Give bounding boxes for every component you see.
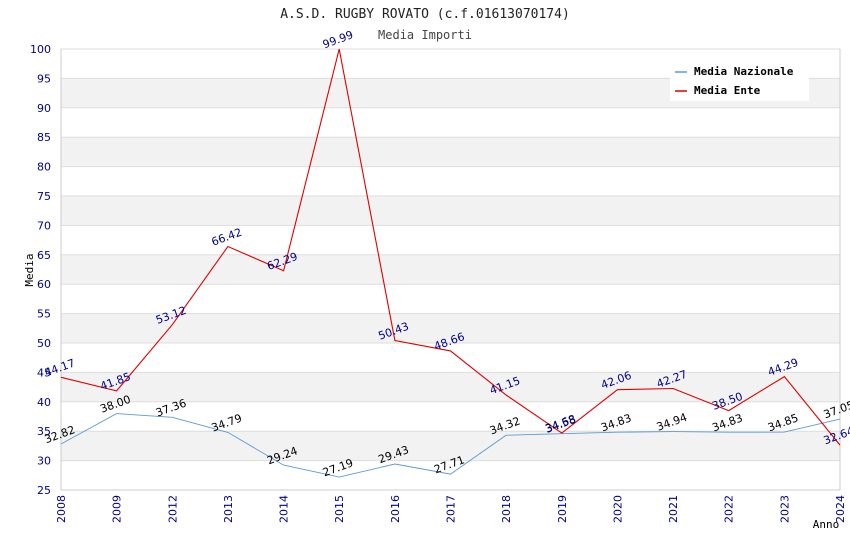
x-tick-labels: 2008 2009 2012 2013 2014 2015 2016 2017 2018 2019…	[55, 495, 847, 523]
grid-band	[61, 166, 840, 196]
y-tick-label: 45	[37, 366, 51, 379]
x-tick-label: 2024	[834, 495, 847, 523]
x-tick-label: 2018	[500, 495, 513, 523]
grid-band	[61, 372, 840, 402]
y-tick-label: 80	[37, 161, 51, 174]
y-tick-label: 55	[37, 308, 51, 321]
x-tick-label: 2022	[723, 495, 736, 523]
legend-box	[670, 60, 809, 101]
x-tick-label: 2012	[166, 495, 179, 523]
grid-band	[61, 225, 840, 255]
x-tick-label: 2014	[278, 495, 291, 523]
grid-band	[61, 107, 840, 138]
data-label: 99.99	[321, 28, 355, 51]
chart-title: A.S.D. RUGBY ROVATO (c.f.01613070174)	[280, 7, 570, 22]
x-tick-label: 2016	[389, 495, 402, 523]
grid-band	[61, 313, 840, 343]
y-tick-label: 50	[37, 337, 51, 350]
y-tick-label: 65	[37, 249, 51, 262]
y-tick-label: 75	[37, 190, 51, 203]
x-axis-label: Anno	[813, 518, 840, 531]
legend-label-ente: Media Ente	[694, 84, 761, 97]
grid-band	[61, 401, 840, 432]
chart-subtitle: Media Importi	[378, 28, 472, 42]
grid-band	[61, 460, 840, 490]
y-tick-label: 40	[37, 396, 51, 409]
y-tick-labels: 25 30 35 40 45 50 55 60 65 70 75 80 85 90 95 100	[30, 43, 51, 497]
plot-area	[61, 49, 840, 490]
y-tick-label: 60	[37, 278, 51, 291]
grid-band	[61, 343, 840, 373]
grid-band	[61, 137, 840, 167]
legend: Media Nazionale Media Ente	[670, 60, 809, 101]
y-tick-label: 95	[37, 72, 51, 85]
x-tick-label: 2021	[667, 495, 680, 523]
y-tick-label: 90	[37, 102, 51, 115]
y-tick-label: 70	[37, 219, 51, 232]
series-line-media-ente	[60, 48, 841, 446]
x-tick-label: 2015	[333, 495, 346, 523]
grid-band	[61, 431, 840, 461]
grid-band	[61, 196, 840, 226]
x-tick-label: 2020	[611, 495, 624, 523]
y-tick-label: 85	[37, 131, 51, 144]
axes	[60, 49, 841, 491]
y-tick-label: 35	[37, 425, 51, 438]
y-tick-label: 25	[37, 484, 51, 497]
legend-label-nazionale: Media Nazionale	[694, 65, 794, 78]
x-tick-label: 2009	[111, 495, 124, 523]
series-lines	[60, 48, 841, 478]
grid-band	[61, 254, 840, 285]
y-tick-label: 30	[37, 455, 51, 468]
y-axis-label: Media	[23, 253, 36, 286]
y-tick-label: 100	[30, 43, 51, 56]
x-tick-label: 2017	[445, 495, 458, 523]
x-tick-label: 2008	[55, 495, 68, 523]
x-tick-label: 2023	[778, 495, 791, 523]
x-tick-label: 2019	[556, 495, 569, 523]
series-line-media-nazionale	[60, 413, 841, 478]
x-tick-label: 2013	[222, 495, 235, 523]
